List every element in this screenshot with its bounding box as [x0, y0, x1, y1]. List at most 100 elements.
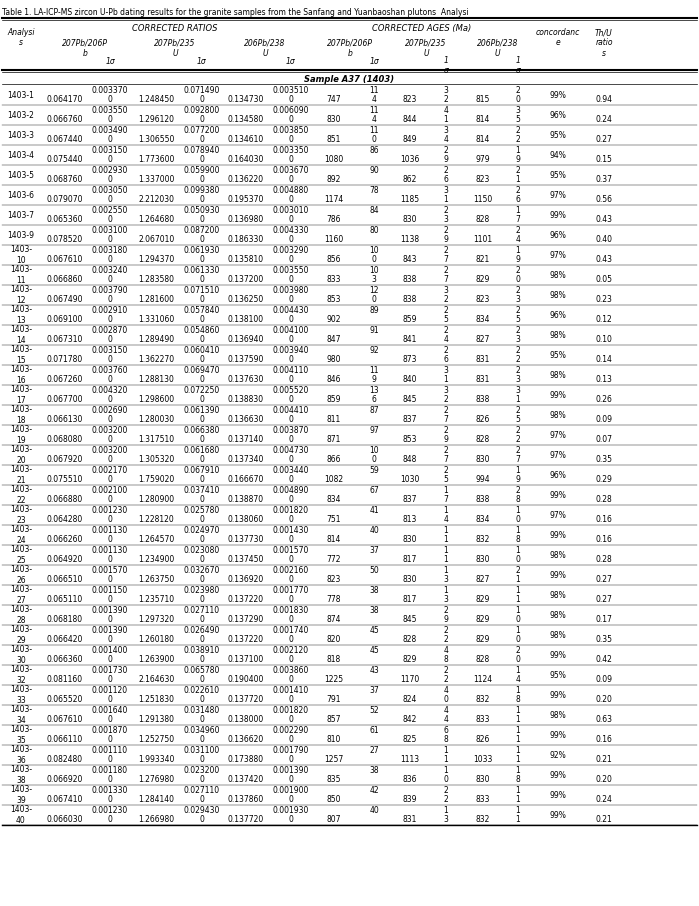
- Text: 0.137200: 0.137200: [228, 275, 264, 284]
- Text: 825: 825: [403, 735, 417, 744]
- Text: 4: 4: [516, 675, 521, 684]
- Text: 1030: 1030: [401, 475, 419, 484]
- Text: 2: 2: [516, 226, 520, 235]
- Text: 0.087200: 0.087200: [183, 226, 219, 235]
- Text: 2: 2: [444, 675, 448, 684]
- Text: 1113: 1113: [401, 755, 419, 764]
- Text: 2: 2: [444, 266, 448, 275]
- Text: 814: 814: [475, 115, 490, 124]
- Text: 38: 38: [369, 606, 379, 615]
- Text: 0.066030: 0.066030: [47, 814, 83, 824]
- Text: 0.001130: 0.001130: [92, 546, 128, 555]
- Text: 1: 1: [516, 755, 520, 764]
- Text: 902: 902: [326, 315, 341, 324]
- Text: 835: 835: [326, 775, 341, 784]
- Text: 0: 0: [108, 135, 113, 144]
- Text: 7: 7: [444, 255, 449, 264]
- Text: 0: 0: [108, 655, 113, 664]
- Text: 0.001570: 0.001570: [92, 566, 128, 575]
- Text: 0.006090: 0.006090: [273, 106, 309, 115]
- Text: 0.002170: 0.002170: [92, 466, 128, 475]
- Text: 1403-
35: 1403- 35: [10, 726, 32, 745]
- Text: 38: 38: [369, 766, 379, 776]
- Text: 45: 45: [369, 646, 379, 655]
- Text: 87: 87: [369, 406, 379, 415]
- Text: 2: 2: [516, 355, 520, 364]
- Text: 0.082480: 0.082480: [47, 755, 83, 764]
- Text: 0.134730: 0.134730: [228, 95, 264, 104]
- Text: 3: 3: [444, 215, 449, 224]
- Text: 0.002910: 0.002910: [92, 306, 128, 315]
- Text: 61: 61: [369, 726, 379, 735]
- Text: 9: 9: [444, 155, 449, 164]
- Text: 1403-
28: 1403- 28: [10, 605, 32, 625]
- Text: 5: 5: [516, 315, 521, 324]
- Text: 7: 7: [444, 415, 449, 424]
- Text: 0: 0: [516, 515, 521, 524]
- Text: 848: 848: [403, 455, 417, 464]
- Text: 11: 11: [369, 106, 379, 115]
- Text: 747: 747: [326, 95, 341, 104]
- Text: 3: 3: [444, 595, 449, 604]
- Text: 98%: 98%: [549, 591, 566, 600]
- Text: 834: 834: [326, 495, 341, 504]
- Text: 0.003850: 0.003850: [273, 126, 309, 135]
- Text: 1: 1: [516, 146, 520, 155]
- Text: 2: 2: [444, 226, 448, 235]
- Text: 0: 0: [108, 675, 113, 684]
- Text: 0.137420: 0.137420: [228, 775, 264, 784]
- Text: 1403-
30: 1403- 30: [10, 645, 32, 665]
- Text: 0.21: 0.21: [596, 814, 612, 824]
- Text: 0.35: 0.35: [596, 455, 612, 464]
- Text: 0.064280: 0.064280: [47, 515, 83, 524]
- Text: 0.13: 0.13: [596, 375, 612, 384]
- Text: 0: 0: [108, 735, 113, 744]
- Text: 52: 52: [369, 706, 379, 715]
- Text: 7: 7: [516, 455, 521, 464]
- Text: 0.137140: 0.137140: [228, 435, 264, 444]
- Text: 0.26: 0.26: [596, 395, 612, 404]
- Text: 0.27: 0.27: [596, 575, 612, 583]
- Text: 0.137220: 0.137220: [228, 635, 264, 644]
- Text: 830: 830: [403, 575, 417, 583]
- Text: 1.263750: 1.263750: [138, 575, 175, 583]
- Text: 2: 2: [516, 266, 520, 275]
- Text: 829: 829: [475, 615, 490, 624]
- Text: 9: 9: [444, 435, 449, 444]
- Text: 0.15: 0.15: [596, 155, 612, 164]
- Text: 0: 0: [108, 575, 113, 583]
- Text: 0.067610: 0.067610: [47, 255, 83, 264]
- Text: 0.066920: 0.066920: [47, 775, 83, 784]
- Text: 837: 837: [403, 495, 417, 504]
- Text: 0: 0: [289, 294, 294, 304]
- Text: 40: 40: [369, 806, 379, 815]
- Text: 0.001330: 0.001330: [92, 786, 128, 795]
- Text: 0.001900: 0.001900: [273, 786, 309, 795]
- Text: 0.031100: 0.031100: [183, 747, 219, 755]
- Text: 0.002930: 0.002930: [92, 166, 128, 175]
- Text: 0: 0: [108, 495, 113, 504]
- Text: 0: 0: [108, 355, 113, 364]
- Text: 841: 841: [403, 335, 417, 344]
- Text: 1.248450: 1.248450: [138, 95, 175, 104]
- Text: 0: 0: [199, 235, 204, 244]
- Text: 0.002120: 0.002120: [273, 646, 309, 655]
- Text: 3: 3: [444, 575, 449, 583]
- Text: 3: 3: [444, 286, 449, 295]
- Text: 10: 10: [369, 446, 379, 455]
- Text: 0.164030: 0.164030: [228, 155, 264, 164]
- Text: 11: 11: [369, 126, 379, 135]
- Text: 0.003860: 0.003860: [273, 666, 309, 675]
- Text: 813: 813: [403, 515, 417, 524]
- Text: 0: 0: [289, 315, 294, 324]
- Text: 95%: 95%: [549, 130, 566, 140]
- Text: 1.283580: 1.283580: [138, 275, 175, 284]
- Text: 1036: 1036: [401, 155, 419, 164]
- Text: 0.001820: 0.001820: [273, 506, 309, 516]
- Text: 1403-1: 1403-1: [8, 91, 34, 100]
- Text: 810: 810: [327, 735, 341, 744]
- Text: 2: 2: [444, 606, 448, 615]
- Text: 0.29: 0.29: [596, 475, 612, 484]
- Text: 89: 89: [369, 306, 379, 315]
- Text: 853: 853: [403, 435, 417, 444]
